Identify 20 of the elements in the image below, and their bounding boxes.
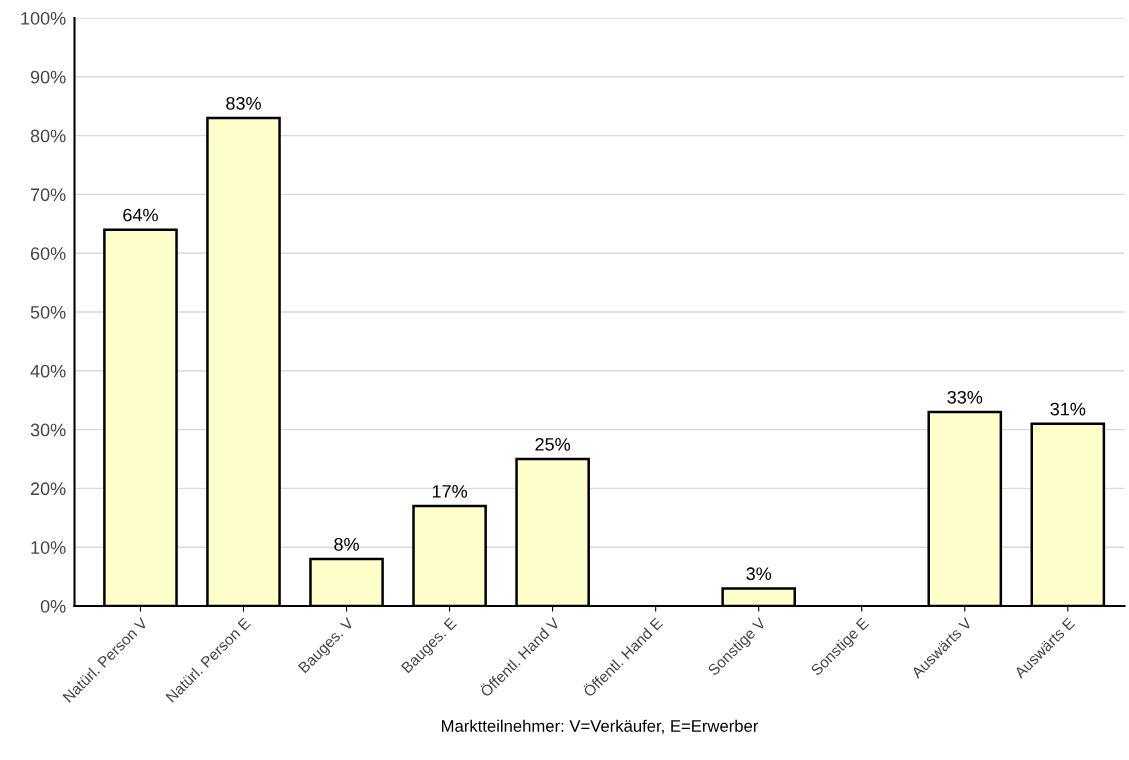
data-label: 33% [947,390,983,404]
y-tick-label: 30% [30,423,66,437]
data-label: 17% [432,485,467,498]
data-label: 25% [535,437,571,451]
y-tick-label: 50% [30,305,66,319]
y-tick-label: 0% [40,599,66,613]
y-tick-label: 100% [21,11,66,25]
x-axis-title: Marktteilnehmer: V=Verkäufer, E=Erwerber [442,719,759,734]
y-tick-label: 70% [30,188,66,202]
data-label: 31% [1050,402,1086,416]
data-label: 64% [123,208,158,222]
data-label: 8% [334,537,359,551]
y-tick-label: 20% [30,482,66,496]
y-tick-label: 90% [30,70,66,84]
y-tick-label: 10% [31,541,66,554]
data-label: 83% [226,96,261,110]
y-tick-label: 40% [30,364,66,378]
y-tick-label: 60% [30,247,66,260]
data-label: 3% [746,567,772,581]
y-tick-label: 80% [30,129,66,143]
